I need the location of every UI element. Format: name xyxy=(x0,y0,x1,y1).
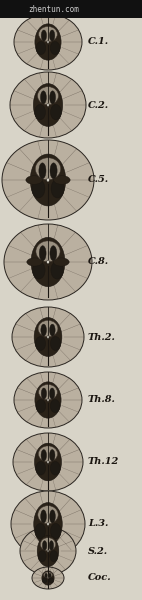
Ellipse shape xyxy=(42,571,54,585)
Ellipse shape xyxy=(51,179,64,198)
Ellipse shape xyxy=(44,572,52,578)
Ellipse shape xyxy=(42,578,47,583)
Ellipse shape xyxy=(34,317,62,356)
Ellipse shape xyxy=(13,433,83,491)
Ellipse shape xyxy=(42,541,47,550)
Ellipse shape xyxy=(4,224,92,300)
Ellipse shape xyxy=(26,176,42,184)
Ellipse shape xyxy=(47,41,49,43)
Ellipse shape xyxy=(50,246,57,261)
Ellipse shape xyxy=(47,103,49,107)
Ellipse shape xyxy=(35,382,61,418)
Ellipse shape xyxy=(49,578,54,583)
Ellipse shape xyxy=(50,551,58,562)
Ellipse shape xyxy=(50,91,56,104)
Ellipse shape xyxy=(50,449,55,461)
Ellipse shape xyxy=(36,400,46,413)
Text: Coc.: Coc. xyxy=(88,574,112,583)
Ellipse shape xyxy=(33,83,63,127)
Ellipse shape xyxy=(41,449,46,461)
Text: Th.8.: Th.8. xyxy=(88,395,116,404)
Ellipse shape xyxy=(47,398,49,401)
Ellipse shape xyxy=(54,176,70,184)
Ellipse shape xyxy=(40,91,46,104)
Ellipse shape xyxy=(41,30,46,41)
Text: zhentun.com: zhentun.com xyxy=(29,4,79,13)
Ellipse shape xyxy=(49,573,51,578)
Ellipse shape xyxy=(40,538,56,551)
Ellipse shape xyxy=(38,320,58,337)
Ellipse shape xyxy=(47,550,49,552)
Ellipse shape xyxy=(10,72,86,138)
Ellipse shape xyxy=(14,14,82,70)
Text: L.3.: L.3. xyxy=(88,520,108,529)
Text: C.8.: C.8. xyxy=(88,257,109,266)
Ellipse shape xyxy=(39,385,57,400)
Ellipse shape xyxy=(51,104,61,120)
Ellipse shape xyxy=(35,443,61,481)
Ellipse shape xyxy=(35,337,46,350)
Ellipse shape xyxy=(41,388,46,399)
Ellipse shape xyxy=(35,523,46,539)
Ellipse shape xyxy=(50,337,61,350)
Ellipse shape xyxy=(50,41,60,55)
Ellipse shape xyxy=(38,446,58,462)
Ellipse shape xyxy=(12,307,84,367)
Text: S.2.: S.2. xyxy=(88,547,108,556)
Ellipse shape xyxy=(50,30,55,41)
Ellipse shape xyxy=(37,535,59,566)
Ellipse shape xyxy=(32,567,64,589)
Ellipse shape xyxy=(50,388,55,399)
Ellipse shape xyxy=(50,163,57,179)
Ellipse shape xyxy=(38,551,46,562)
Text: C.2.: C.2. xyxy=(88,100,109,109)
Ellipse shape xyxy=(30,154,66,206)
Ellipse shape xyxy=(50,400,60,413)
Ellipse shape xyxy=(39,26,57,42)
Ellipse shape xyxy=(51,262,63,279)
Ellipse shape xyxy=(39,246,46,261)
Ellipse shape xyxy=(35,104,45,120)
Ellipse shape xyxy=(50,461,60,475)
Ellipse shape xyxy=(31,238,65,287)
Ellipse shape xyxy=(39,163,46,179)
Ellipse shape xyxy=(47,523,49,526)
Ellipse shape xyxy=(2,140,94,220)
Ellipse shape xyxy=(35,158,61,180)
Ellipse shape xyxy=(49,541,54,550)
Ellipse shape xyxy=(35,24,61,60)
Ellipse shape xyxy=(36,461,46,475)
Text: C.5.: C.5. xyxy=(88,175,109,185)
Ellipse shape xyxy=(45,573,47,578)
Ellipse shape xyxy=(38,506,58,524)
Ellipse shape xyxy=(11,491,85,557)
Ellipse shape xyxy=(50,324,55,336)
Ellipse shape xyxy=(53,258,69,266)
Ellipse shape xyxy=(32,179,45,198)
FancyBboxPatch shape xyxy=(0,0,142,18)
Ellipse shape xyxy=(41,324,46,336)
Ellipse shape xyxy=(50,523,61,539)
Ellipse shape xyxy=(41,510,46,523)
Ellipse shape xyxy=(47,178,49,182)
Ellipse shape xyxy=(47,335,49,338)
Ellipse shape xyxy=(27,258,43,266)
Ellipse shape xyxy=(33,262,45,279)
Ellipse shape xyxy=(36,41,46,55)
Ellipse shape xyxy=(34,503,62,545)
Ellipse shape xyxy=(50,510,55,523)
Ellipse shape xyxy=(37,86,59,105)
Text: Th.2.: Th.2. xyxy=(88,332,116,341)
Ellipse shape xyxy=(20,527,76,575)
Ellipse shape xyxy=(47,461,49,463)
Ellipse shape xyxy=(36,241,60,262)
Ellipse shape xyxy=(47,260,49,264)
Ellipse shape xyxy=(14,372,82,428)
Text: C.1.: C.1. xyxy=(88,37,109,46)
Text: Th.12: Th.12 xyxy=(88,457,119,467)
